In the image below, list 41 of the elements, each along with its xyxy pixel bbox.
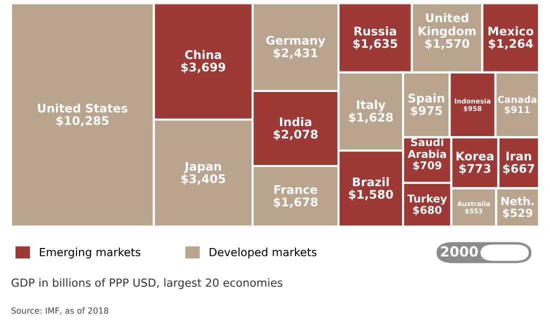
legend-label: Emerging markets (40, 248, 140, 258)
category-label: India (280, 117, 312, 126)
data-label: $2,078 (274, 130, 318, 140)
text: GDP in billions of PPP USD, largest 20 economies (12, 278, 282, 289)
data-label: $975 (410, 106, 442, 117)
text: 2000 (441, 246, 478, 257)
data-label: $2,431 (274, 48, 318, 59)
category-label: Iran (506, 152, 532, 161)
data-label: $709 (413, 161, 442, 171)
category-label: Mexico (488, 26, 534, 36)
data-label: $680 (413, 206, 442, 216)
data-label: $1,570 (425, 38, 470, 50)
legend-label: Developed markets (210, 248, 316, 258)
category-label: Japan (184, 162, 221, 174)
category-label: Neth. (501, 196, 534, 206)
category-label: Brazil (353, 177, 389, 186)
data-label: $10,285 (56, 116, 108, 127)
category-label: Russia (354, 26, 396, 36)
data-label: $3,699 (181, 62, 226, 74)
data-label: $1,580 (348, 190, 394, 200)
data-label: $667 (503, 164, 534, 175)
category-label: Turkey (407, 194, 447, 205)
data-label: $1,678 (274, 197, 318, 208)
data-label: $529 (502, 208, 532, 219)
data-label: $3,405 (181, 174, 226, 185)
data-label: $1,628 (348, 112, 393, 124)
data-label: $1,635 (353, 38, 398, 50)
category-label: Saudi Arabia (408, 138, 446, 158)
data-label: $911 (504, 106, 530, 114)
category-label: United Kingdom (418, 13, 476, 38)
category-label: France (274, 185, 318, 194)
category-label: Canada (498, 96, 536, 104)
source-note: Source: IMF, as of 2018 (12, 307, 108, 315)
category-label: Italy (357, 100, 386, 112)
category-label: Spain (408, 93, 444, 105)
category-label: Korea (456, 152, 494, 161)
data-label: $1,264 (488, 38, 533, 50)
category-label: Germany (266, 36, 326, 48)
category-label: China (185, 50, 222, 60)
data-label: $773 (459, 164, 490, 175)
category-label: United States (38, 103, 128, 113)
